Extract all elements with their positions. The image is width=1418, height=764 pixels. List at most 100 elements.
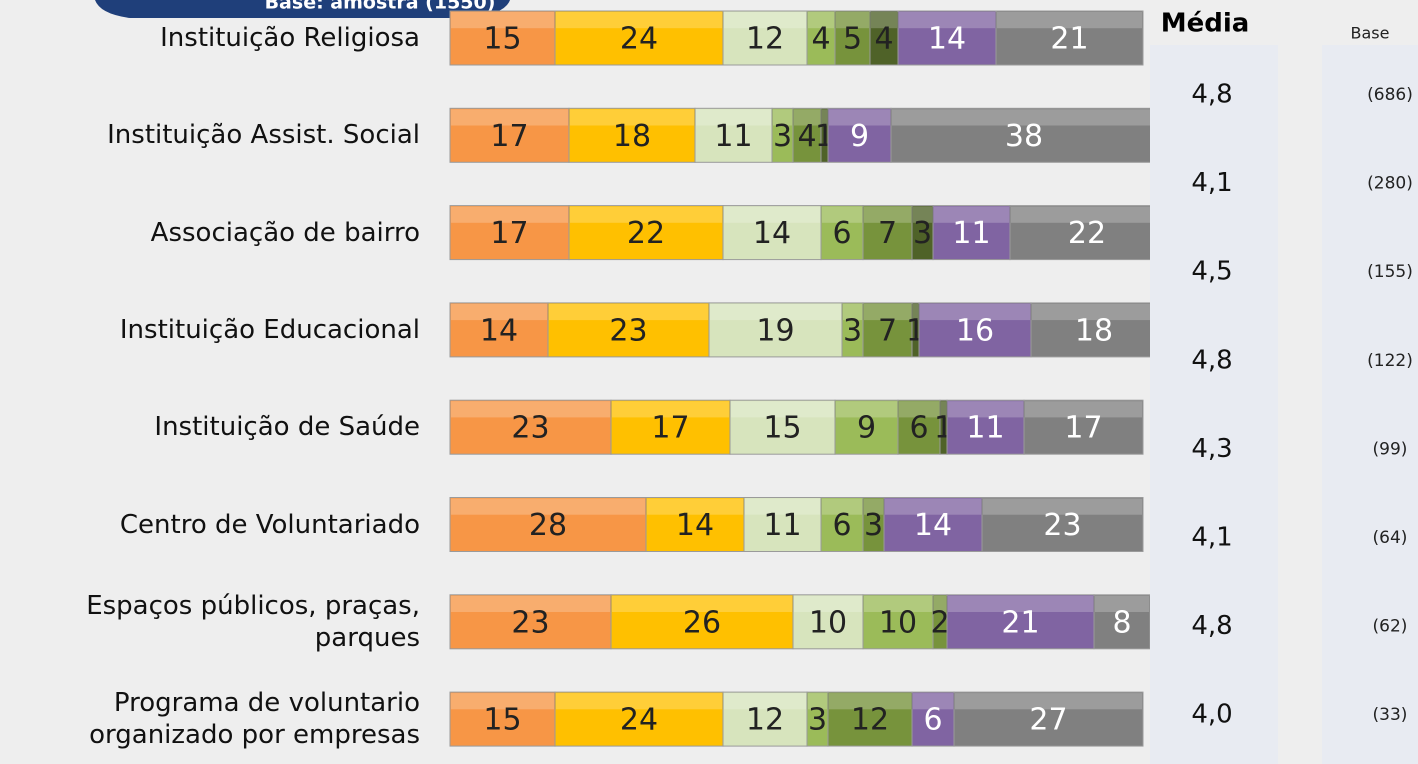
data-label: 18 — [1075, 313, 1113, 348]
media-value: 4,1 — [1191, 168, 1232, 198]
media-value: 4,1 — [1191, 523, 1232, 553]
data-label: 22 — [1068, 216, 1106, 251]
bar-segment — [547, 302, 710, 358]
bar-highlight — [934, 206, 1009, 223]
bar-highlight — [899, 12, 995, 29]
bar-segment — [834, 399, 899, 455]
data-label: 10 — [809, 605, 847, 640]
bar-highlight — [843, 303, 862, 321]
bar-segment — [554, 10, 724, 66]
data-label: 3 — [773, 119, 792, 154]
data-label: 21 — [1001, 605, 1039, 640]
bar-highlight — [836, 12, 869, 29]
bar-segment — [1009, 205, 1165, 261]
bar-segment — [449, 205, 570, 261]
data-label: 23 — [609, 313, 647, 348]
bar-highlight — [1095, 595, 1149, 612]
subtitle: Base: amostra (1550) — [265, 0, 496, 14]
bar-highlight — [864, 206, 911, 223]
data-label: 7 — [878, 313, 897, 348]
bar-highlight — [1025, 401, 1142, 418]
bar-segment — [862, 302, 913, 358]
media-value: 4,8 — [1191, 345, 1232, 375]
bar-segment — [722, 691, 808, 747]
bar-segment — [610, 594, 794, 650]
base-value: (122) — [1367, 351, 1413, 371]
bar-segment — [869, 10, 899, 66]
base-value: (686) — [1367, 85, 1413, 105]
bar-highlight — [724, 693, 806, 710]
base-value: (155) — [1367, 262, 1413, 282]
base-value: (62) — [1373, 617, 1408, 637]
bar-highlight — [451, 401, 610, 418]
bar-segment — [897, 10, 997, 66]
category-label: Instituição Educacional — [119, 314, 420, 345]
data-label: 2 — [930, 605, 949, 640]
data-label: 12 — [851, 703, 889, 738]
data-label: 14 — [676, 508, 714, 543]
bar-segment — [792, 107, 822, 163]
data-label: 11 — [763, 508, 801, 543]
bar-highlight — [724, 206, 820, 223]
bar-highlight — [808, 693, 827, 710]
base-panel — [1322, 45, 1418, 764]
bar-segment — [449, 399, 612, 455]
bar-segment — [722, 205, 822, 261]
bar-highlight — [983, 498, 1142, 515]
bar-highlight — [710, 303, 841, 321]
bar-highlight — [892, 109, 1156, 126]
bar-segment — [834, 10, 871, 66]
bar-highlight — [451, 595, 610, 612]
data-label: 11 — [966, 411, 1004, 446]
bar-highlight — [451, 303, 547, 321]
bar-highlight — [948, 595, 1093, 612]
bar-segment — [722, 10, 808, 66]
bar-segment — [449, 497, 647, 552]
data-label: 7 — [878, 216, 897, 251]
bar-highlight — [864, 595, 932, 612]
bar-segment — [995, 10, 1144, 66]
bar-highlight — [899, 401, 939, 418]
bar-highlight — [864, 498, 883, 515]
bar-segment — [792, 594, 864, 650]
bar-highlight — [822, 206, 862, 223]
data-label: 12 — [746, 703, 784, 738]
data-label: 26 — [683, 605, 721, 640]
data-label: 23 — [1043, 508, 1081, 543]
data-label: 17 — [1064, 411, 1102, 446]
bar-segment — [820, 497, 864, 552]
bar-highlight — [1011, 206, 1163, 223]
bar-highlight — [570, 206, 722, 223]
bar-segment — [743, 497, 822, 552]
data-label: 16 — [956, 313, 994, 348]
bar-segment — [694, 107, 773, 163]
media-value: 4,3 — [1191, 434, 1232, 464]
data-label: 11 — [714, 119, 752, 154]
base-value: (64) — [1373, 528, 1408, 548]
bar-segment — [449, 691, 556, 747]
bar-highlight — [731, 401, 834, 418]
bar-highlight — [997, 12, 1142, 29]
data-label: 23 — [511, 411, 549, 446]
data-label: 9 — [850, 119, 869, 154]
bar-highlight — [451, 693, 554, 710]
bar-highlight — [451, 12, 554, 29]
media-value: 4,8 — [1191, 611, 1232, 641]
data-label: 3 — [808, 703, 827, 738]
data-label: 14 — [928, 22, 966, 57]
bar-highlight — [745, 498, 820, 515]
bar-highlight — [885, 498, 981, 515]
bar-highlight — [556, 693, 722, 710]
media-panel — [1150, 45, 1278, 764]
data-label: 12 — [746, 22, 784, 57]
bar-highlight — [913, 693, 953, 710]
bar-highlight — [451, 498, 645, 515]
data-label: 14 — [480, 313, 518, 348]
bar-highlight — [864, 303, 911, 321]
data-label: 4 — [874, 22, 893, 57]
bar-segment — [953, 691, 1144, 747]
data-label: 17 — [490, 216, 528, 251]
bar-highlight — [451, 109, 568, 126]
media-value: 4,8 — [1191, 80, 1232, 110]
